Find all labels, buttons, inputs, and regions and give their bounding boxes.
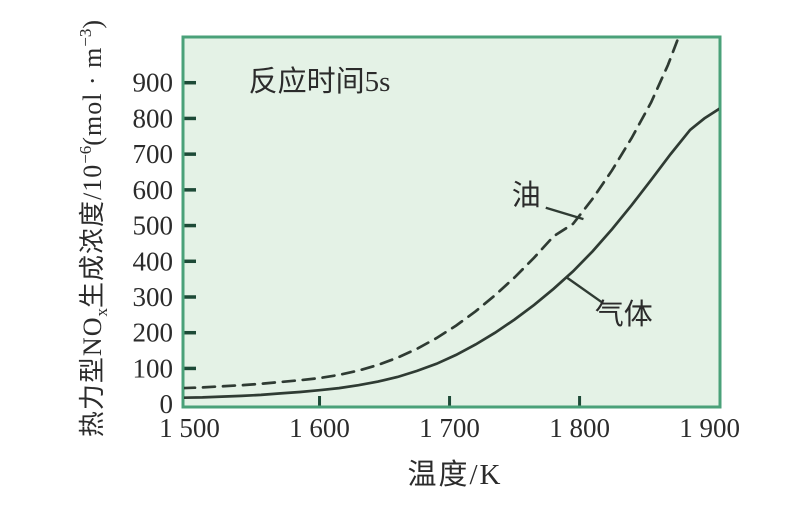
y-tick-label: 500 xyxy=(133,211,174,241)
x-tick-label: 1 500 xyxy=(159,413,220,443)
y-axis-label-part: (mol · m xyxy=(78,46,107,146)
x-tick-label: 1 700 xyxy=(419,413,480,443)
annotation-reaction-time: 反应时间5s xyxy=(249,65,391,98)
plot-area xyxy=(181,35,722,409)
y-axis-label-part: ) xyxy=(78,18,107,29)
y-axis-label: 热力型NOx生成浓度/10−6(mol · m−3) xyxy=(72,19,112,437)
x-axis-label: 温度/K xyxy=(407,459,503,491)
leader-line-oil xyxy=(545,206,584,221)
y-axis-label-part: −3 xyxy=(76,28,95,47)
y-tick-label: 900 xyxy=(133,68,174,98)
curve-label-oil: 油 xyxy=(512,179,541,212)
x-tick-label: 1 600 xyxy=(289,413,350,443)
curve-label-gas: 气体 xyxy=(595,298,653,331)
y-tick-label: 700 xyxy=(133,139,174,169)
y-axis-label-part: x xyxy=(92,308,111,317)
y-tick-label: 600 xyxy=(133,175,174,205)
leader-line-gas xyxy=(565,276,604,305)
y-tick-label: 0 xyxy=(160,389,174,419)
x-tick-label: 1 800 xyxy=(549,413,610,443)
y-tick-label: 800 xyxy=(133,103,174,133)
y-tick-label: 400 xyxy=(133,246,174,276)
y-axis-label-part: −6 xyxy=(76,145,95,164)
y-axis-label-part: 热力型NO xyxy=(78,316,107,438)
y-tick-label: 200 xyxy=(133,318,174,348)
curve-oil xyxy=(184,38,680,390)
curve-gas xyxy=(184,107,719,400)
x-tick-label: 1 900 xyxy=(679,413,740,443)
y-axis-label-part: 生成浓度/10 xyxy=(78,163,107,309)
y-tick-label: 300 xyxy=(133,282,174,312)
y-tick-label: 100 xyxy=(133,353,174,383)
